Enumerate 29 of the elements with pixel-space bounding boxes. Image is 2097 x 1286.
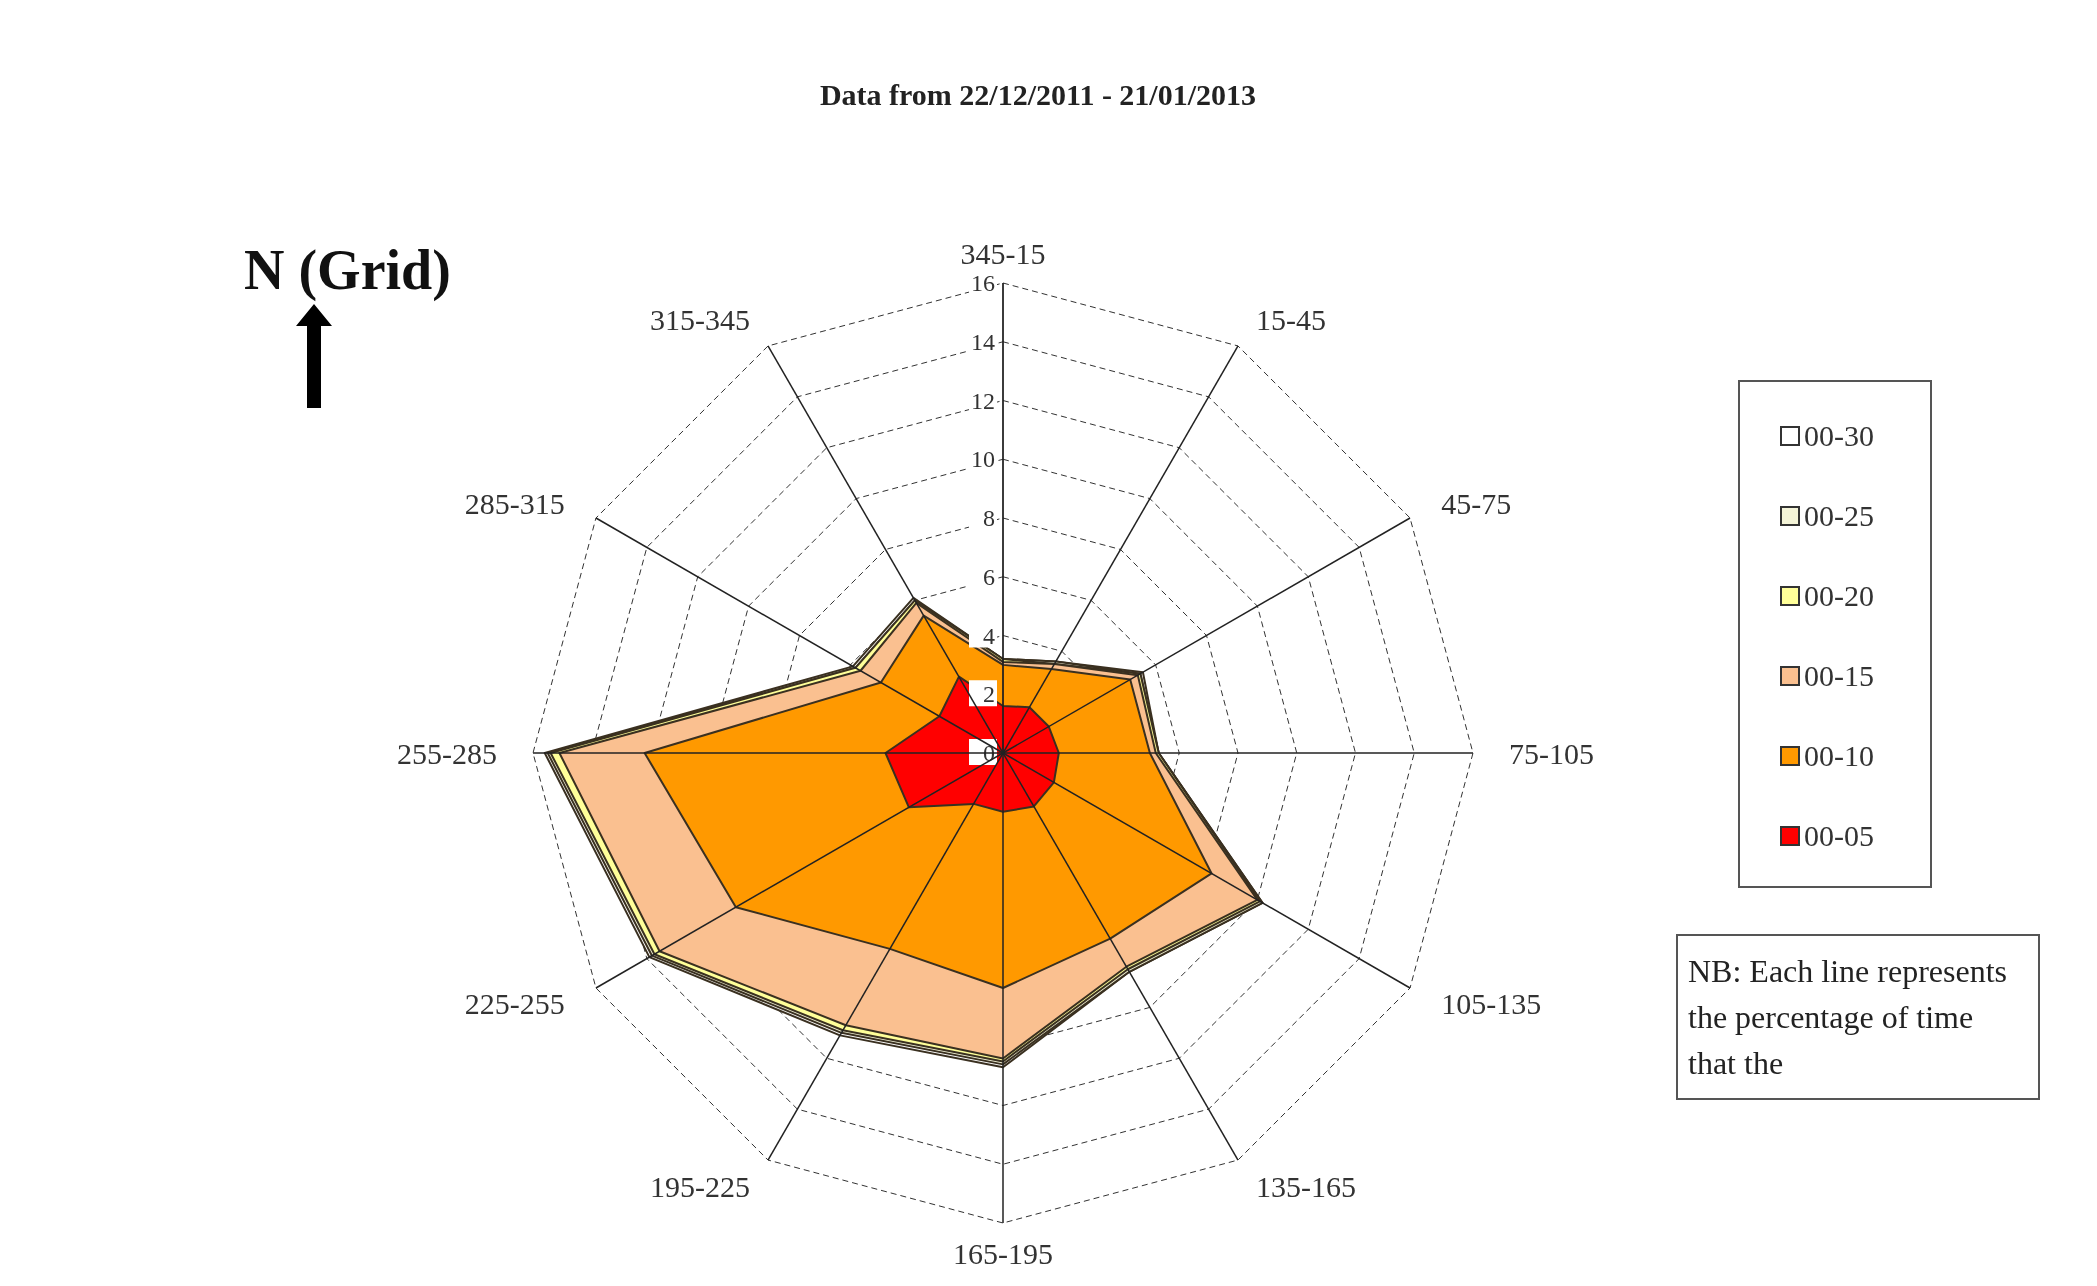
spoke-label: 345-15: [960, 236, 1046, 270]
spoke-label: 285-315: [464, 486, 565, 520]
spoke-label: 255-285: [397, 736, 497, 770]
legend-label: 00-25: [1804, 499, 1874, 533]
y-tick-label: 2: [983, 681, 995, 708]
spoke-label: 75-105: [1509, 736, 1594, 770]
text: N (Grid): [244, 238, 451, 302]
legend-label: 00-05: [1804, 819, 1874, 853]
y-tick-label: 4: [983, 622, 995, 649]
spoke-label: 165-195: [953, 1236, 1053, 1270]
spoke-label: 45-75: [1441, 486, 1512, 520]
legend-label: 00-10: [1804, 739, 1874, 773]
y-tick-label: 14: [971, 328, 995, 355]
spoke-label: 105-135: [1441, 986, 1542, 1020]
spoke-label: 135-165: [1256, 1169, 1356, 1203]
text: NB: Each line represents the percentage of time that the: [1676, 934, 2040, 1100]
legend-label: 00-20: [1804, 579, 1874, 613]
y-tick-label: 12: [971, 387, 995, 414]
legend-label: 00-15: [1804, 659, 1874, 693]
spoke-label: 195-225: [650, 1169, 750, 1203]
y-tick-label: 16: [971, 270, 995, 296]
y-tick-label: 10: [971, 446, 995, 473]
y-tick-label: 8: [983, 505, 995, 531]
spoke-label: 15-45: [1256, 303, 1326, 337]
text: 00-30: [1804, 419, 1874, 453]
spoke-label: 225-255: [464, 986, 565, 1020]
y-tick-label: 6: [983, 563, 995, 590]
spoke-label: 315-345: [650, 303, 750, 337]
chart-title: Data from 22/12/2011 - 21/01/2013: [818, 78, 1258, 112]
